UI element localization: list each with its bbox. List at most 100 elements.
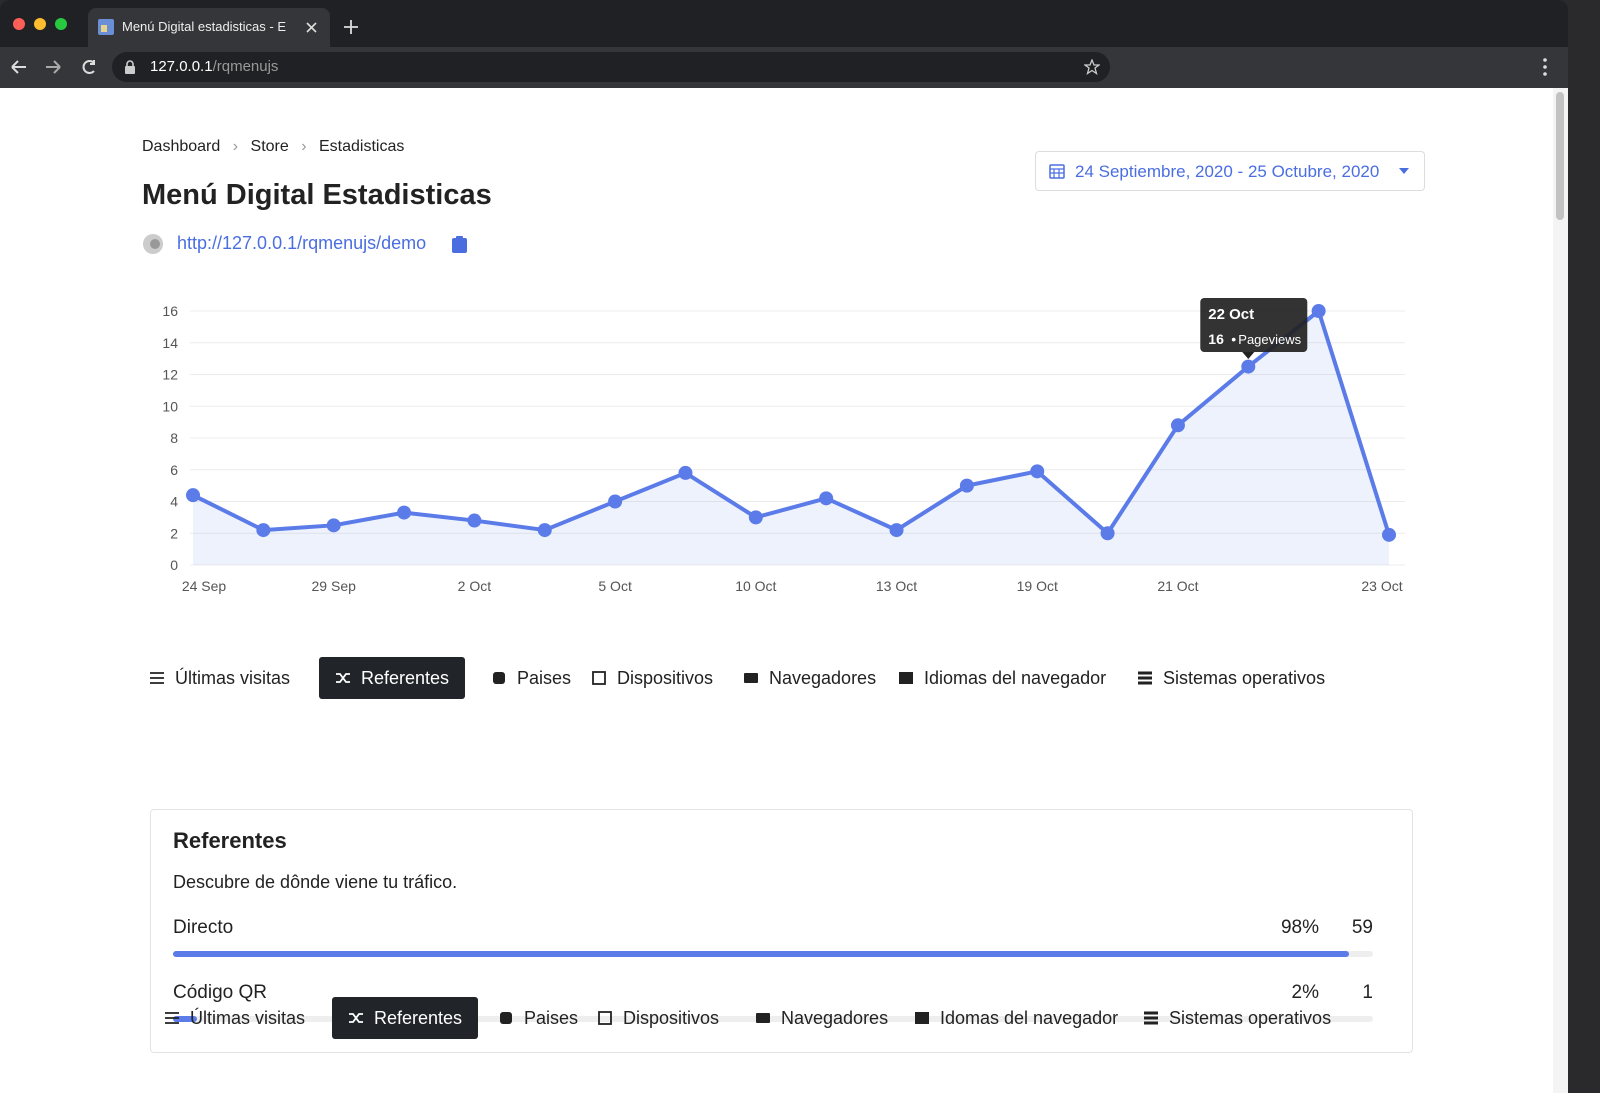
- y-tick-label: 14: [162, 335, 178, 351]
- tab-label: Dispositivos: [617, 668, 714, 688]
- progress-track: [173, 951, 1373, 957]
- progress-track: [173, 1016, 1373, 1022]
- tab-close[interactable]: [306, 22, 317, 33]
- tooltip-series: Pageviews: [1238, 332, 1301, 347]
- tab-label: Navegadores: [781, 1008, 889, 1028]
- tab-icon: [349, 1013, 363, 1023]
- date-picker[interactable]: 24 Septiembre, 2020 - 25 Octubre, 2020: [1035, 151, 1425, 191]
- window-controls[interactable]: [0, 0, 80, 47]
- card-title: Referentes: [173, 828, 287, 853]
- area: [193, 311, 1389, 565]
- progress-bar: [173, 951, 1349, 957]
- tab[interactable]: Sistemas operativos: [1127, 997, 1347, 1039]
- omnibox[interactable]: 127.0.0.1/rqmenujs: [112, 52, 1110, 82]
- tab-icon: [899, 672, 913, 684]
- x-tick-label: 5 Oct: [598, 578, 632, 594]
- referrers-card: Referentes Descubre de dônde viene tu tr…: [150, 809, 1413, 1053]
- tooltip-pointer: [1242, 352, 1255, 359]
- tooltip-title: 22 Oct: [1208, 306, 1254, 323]
- nav-buttons[interactable]: [8, 57, 108, 77]
- y-tick-label: 0: [170, 557, 178, 573]
- bookmark-star[interactable]: [1084, 59, 1100, 75]
- copy-button[interactable]: [452, 236, 467, 253]
- tab[interactable]: Referentes: [332, 997, 479, 1039]
- tab-icon: [756, 1013, 770, 1023]
- tab-icon: [493, 672, 505, 684]
- tab[interactable]: Navegadores: [727, 657, 892, 699]
- tab-icon: [165, 1012, 179, 1024]
- tab-icon: [336, 673, 350, 683]
- tab[interactable]: Paises: [475, 657, 587, 699]
- x-tick-label: 13 Oct: [876, 578, 917, 594]
- point: [608, 494, 623, 509]
- chart: 0 2 4 6 8 10 12 14 16 24 Sep 29 Sep 2 Oct 5 Oct 10 Oc…: [162, 298, 1405, 594]
- tab-label: Últimas visitas: [190, 1008, 306, 1028]
- tab-label: Referentes: [361, 668, 450, 688]
- tab-label: Últimas visitas: [175, 668, 291, 688]
- tab-label: Sistemas operativos: [1163, 668, 1326, 688]
- crumb-sep: ›: [232, 138, 239, 155]
- point: [467, 513, 482, 528]
- calendar-icon: [1049, 164, 1065, 179]
- tab-icon: [1138, 671, 1152, 685]
- point: [1311, 304, 1326, 318]
- card-description: Descubre de dônde viene tu tráfico.: [173, 872, 458, 892]
- tab-label: Referentes: [374, 1008, 463, 1028]
- x-tick-label: 2 Oct: [458, 578, 492, 594]
- referrer-count: 59: [1351, 917, 1373, 938]
- referrer-name: Código QR: [173, 982, 267, 1003]
- tab[interactable]: Dispositivos: [581, 997, 735, 1039]
- tooltip: 22 Oct 16 • Pageviews: [1200, 298, 1308, 359]
- date-range: 24 Septiembre, 2020 - 25 Octubre, 2020: [1075, 162, 1380, 181]
- point: [889, 523, 904, 538]
- point: [397, 505, 412, 520]
- tab[interactable]: Paises: [482, 997, 594, 1039]
- site-link[interactable]: http://127.0.0.1/rqmenujs/demo: [177, 233, 427, 253]
- tab[interactable]: Idiomas del navegador: [882, 657, 1122, 699]
- tab-icon: [744, 673, 758, 683]
- crumb-sep: ›: [301, 138, 307, 155]
- tab[interactable]: Últimas visitas: [148, 997, 321, 1039]
- url-path: /rqmenujs: [212, 58, 279, 75]
- tab-label: Dispositivos: [623, 1008, 720, 1028]
- point: [256, 523, 271, 538]
- url-host: 127.0.0.1: [150, 58, 213, 75]
- crumb[interactable]: Dashboard: [142, 138, 221, 155]
- progress-bar: [173, 1016, 197, 1022]
- tab-icon: [150, 672, 164, 684]
- tab[interactable]: Sistemas operativos: [1121, 657, 1341, 699]
- point: [1100, 526, 1115, 541]
- favicon: [98, 19, 114, 35]
- tab-label: Navegadores: [769, 668, 877, 688]
- y-tick-label: 16: [162, 303, 178, 319]
- y-tick-label: 12: [162, 367, 178, 383]
- point: [1030, 464, 1045, 479]
- scrollbar[interactable]: [1553, 88, 1568, 1093]
- tab[interactable]: Dispositivos: [575, 657, 729, 699]
- crumb[interactable]: Store: [250, 138, 289, 155]
- tab-icon: [1144, 1011, 1158, 1025]
- lock-icon: [125, 60, 135, 74]
- menu[interactable]: [1541, 57, 1549, 77]
- referrer-name: Directo: [173, 917, 234, 938]
- y-tick-label: 8: [170, 430, 178, 446]
- crumb: Estadisticas: [319, 138, 405, 155]
- url: 127.0.0.1/rqmenujs: [150, 58, 278, 75]
- page-title: Menú Digital Estadisticas: [142, 179, 492, 211]
- tab[interactable]: Navegadores: [739, 997, 904, 1039]
- new-tab[interactable]: [343, 19, 359, 35]
- tab[interactable]: Referentes: [319, 657, 466, 699]
- tab-label: Sistemas operativos: [1169, 1008, 1332, 1028]
- point: [748, 510, 763, 525]
- point: [1170, 418, 1185, 433]
- browser-tab[interactable]: Menú Digital estadisticas - E: [88, 8, 330, 47]
- tooltip-value: 16: [1208, 331, 1224, 347]
- y-tick-label: 4: [170, 494, 178, 510]
- scroll-thumb[interactable]: [1556, 92, 1564, 220]
- page-content: Dashboard › Store › Estadisticas Menú Di…: [0, 88, 1568, 1093]
- referrer-count: 1: [1362, 982, 1373, 1003]
- tab[interactable]: Últimas visitas: [133, 657, 306, 699]
- caret: [1399, 168, 1409, 174]
- tab[interactable]: Idomas del navegador: [898, 997, 1134, 1039]
